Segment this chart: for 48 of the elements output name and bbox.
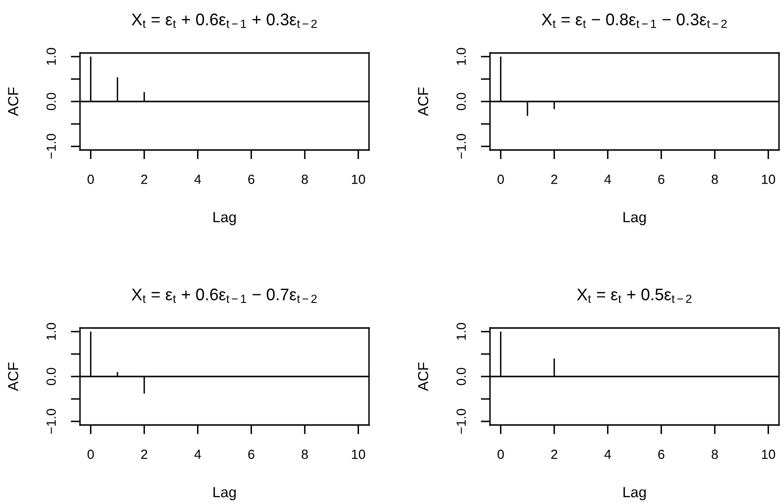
y-axis-title: ACF <box>418 362 428 392</box>
x-tick-label: 10 <box>762 450 776 459</box>
y-tick-label: −1.0 <box>456 408 466 434</box>
y-tick-label: 1.0 <box>456 322 466 340</box>
x-axis-title: Lag <box>624 487 646 500</box>
y-tick-label: 1.0 <box>456 48 466 65</box>
x-tick-label: 4 <box>604 450 612 459</box>
x-tick-label: 10 <box>352 450 366 459</box>
chart-title: X$_{t}$ = ε$_{t}$ − 0.8ε$_{t−1}$ − 0.3ε$_{t−2}$ <box>542 14 727 28</box>
x-axis-title: Lag <box>214 487 236 500</box>
x-tick-label: 2 <box>141 174 148 184</box>
x-tick-label: 2 <box>551 174 558 184</box>
y-axis-title: ACF <box>418 88 428 116</box>
y-tick-label: 1.0 <box>46 48 56 65</box>
x-tick-label: 8 <box>712 174 718 184</box>
x-tick-label: 2 <box>551 450 558 459</box>
x-tick-label: 2 <box>141 450 148 459</box>
x-tick-label: 8 <box>302 450 308 459</box>
x-axis-title: Lag <box>214 212 236 226</box>
chart-title: X$_{t}$ = ε$_{t}$ + 0.6ε$_{t−1}$ + 0.3ε$_{t−2}$ <box>132 14 317 28</box>
y-tick-label: 0.0 <box>46 368 56 386</box>
x-axis-title: Lag <box>624 212 646 226</box>
y-tick-label: 1.0 <box>46 322 56 340</box>
x-tick-label: 6 <box>248 174 254 184</box>
x-tick-label: 6 <box>658 450 664 459</box>
x-tick-label: 6 <box>658 174 664 184</box>
x-tick-label: 0 <box>498 174 504 184</box>
x-tick-label: 8 <box>712 450 718 459</box>
x-tick-label: 4 <box>194 174 202 184</box>
x-tick-label: 0 <box>88 450 94 459</box>
x-tick-label: 4 <box>194 450 202 459</box>
x-tick-label: 10 <box>352 174 366 184</box>
y-tick-label: −1.0 <box>46 134 56 159</box>
x-tick-label: 0 <box>88 174 94 184</box>
y-axis-title: ACF <box>8 88 18 116</box>
y-tick-label: 0.0 <box>46 92 56 110</box>
x-tick-label: 4 <box>604 174 612 184</box>
x-tick-label: 10 <box>762 174 776 184</box>
y-axis-title: ACF <box>8 362 18 392</box>
chart-title: X$_{t}$ = ε$_{t}$ + 0.6ε$_{t−1}$ − 0.7ε$_{t−2}$ <box>132 288 317 303</box>
x-tick-label: 6 <box>248 450 254 459</box>
x-tick-label: 8 <box>302 174 308 184</box>
chart-title: X$_{t}$ = ε$_{t}$ + 0.5ε$_{t−2}$ <box>576 288 692 303</box>
y-tick-label: 0.0 <box>456 368 466 386</box>
y-tick-label: 0.0 <box>456 92 466 110</box>
y-tick-label: −1.0 <box>456 134 466 159</box>
x-tick-label: 0 <box>498 450 504 459</box>
y-tick-label: −1.0 <box>46 408 56 434</box>
